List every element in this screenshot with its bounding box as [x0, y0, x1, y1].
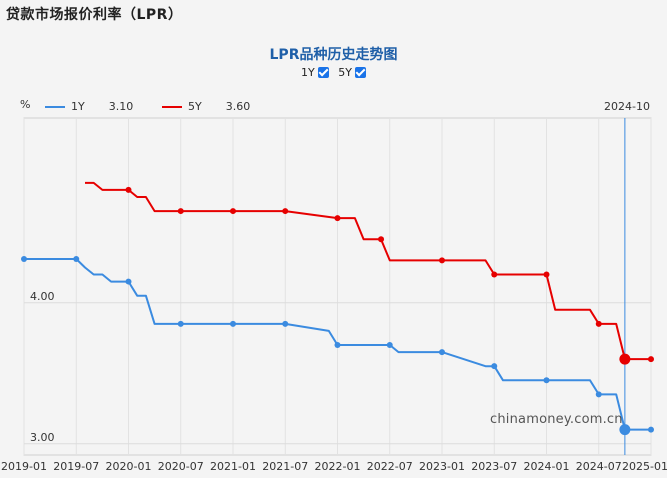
x-tick-label: 2021-07 [262, 460, 309, 473]
marker-5y [595, 320, 602, 327]
marker-1y [491, 363, 498, 370]
marker-5y [334, 215, 341, 222]
series-markers [21, 186, 654, 436]
marker-1y [439, 349, 445, 356]
marker-1y [230, 320, 236, 327]
marker-1y [334, 342, 341, 349]
x-tick-label: 2023-07 [471, 460, 518, 473]
marker-1y [282, 320, 289, 327]
y-tick-label: 3.00 [30, 430, 55, 444]
x-tick-label: 2025-01 [622, 460, 667, 473]
marker-1y [386, 342, 393, 349]
x-tick-label: 2024-01 [523, 460, 570, 473]
watermark: chinamoney.com.cn [490, 412, 623, 427]
highlight-5y [619, 353, 631, 365]
x-tick-label: 2021-01 [210, 460, 256, 473]
x-tick-label: 2023-01 [419, 460, 465, 473]
marker-5y [125, 186, 132, 193]
toggle-5y[interactable]: 5Y [338, 66, 366, 79]
legend-1y-swatch [45, 105, 65, 108]
marker-5y [491, 271, 498, 278]
marker-5y [439, 257, 445, 264]
legend-5y-swatch [162, 105, 182, 108]
x-tick-label: 2024-07 [575, 460, 622, 473]
legend-1y: 1Y 3.10 [45, 100, 133, 113]
toggle-5y-label: 5Y [338, 66, 352, 79]
highlight-1y [619, 424, 631, 436]
legend-5y-value: 3.60 [225, 100, 251, 113]
checkbox-5y-icon[interactable] [354, 67, 366, 78]
grid [23, 117, 652, 456]
marker-1y [73, 256, 80, 263]
legend-1y-name: 1Y [71, 100, 85, 113]
page-header: 贷款市场报价利率（LPR） [0, 0, 667, 28]
toggle-1y[interactable]: 1Y [301, 66, 329, 79]
series-line-1y [24, 258, 651, 431]
legend-1y-value: 3.10 [108, 100, 134, 113]
cursor-date-label: 2024-10 [604, 100, 650, 113]
marker-1y [177, 320, 184, 327]
x-tick-label: 2020-01 [105, 460, 152, 473]
page-title: 贷款市场报价利率（LPR） [6, 7, 183, 23]
y-tick-label: 4.00 [30, 289, 55, 303]
marker-5y [230, 208, 236, 215]
marker-5y [282, 208, 289, 215]
marker-5y [177, 208, 184, 215]
y-unit-label: % [20, 98, 31, 111]
x-tick-label: 2019-07 [53, 460, 100, 473]
x-tick-label: 2022-07 [366, 460, 413, 473]
x-tick-label: 2019-01 [1, 460, 47, 473]
marker-1y [125, 278, 132, 285]
marker-1y [595, 391, 602, 398]
marker-1y [648, 426, 654, 433]
series-line-5y [85, 181, 651, 361]
marker-5y [378, 236, 385, 243]
checkbox-1y-icon[interactable] [317, 67, 329, 78]
marker-5y [648, 356, 654, 363]
toggle-1y-label: 1Y [301, 66, 315, 79]
legend-5y: 5Y 3.60 [162, 100, 250, 113]
chart-title: LPR品种历史走势图 [269, 47, 398, 63]
marker-1y [543, 377, 550, 384]
x-tick-label: 2022-01 [314, 460, 361, 473]
marker-1y [21, 256, 27, 263]
x-tick-label: 2020-07 [157, 460, 204, 473]
marker-5y [543, 271, 550, 278]
series-lines [24, 181, 651, 431]
series-toggles: 1Y 5Y [0, 66, 667, 79]
legend-5y-name: 5Y [188, 100, 202, 113]
